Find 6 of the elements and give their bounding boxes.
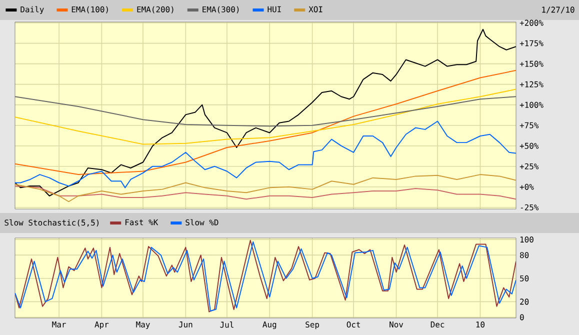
line-series xyxy=(15,120,516,188)
line-series xyxy=(15,186,516,200)
line-series xyxy=(15,28,516,196)
line-series xyxy=(15,88,516,145)
line-series xyxy=(15,70,516,176)
line-series xyxy=(15,174,516,202)
